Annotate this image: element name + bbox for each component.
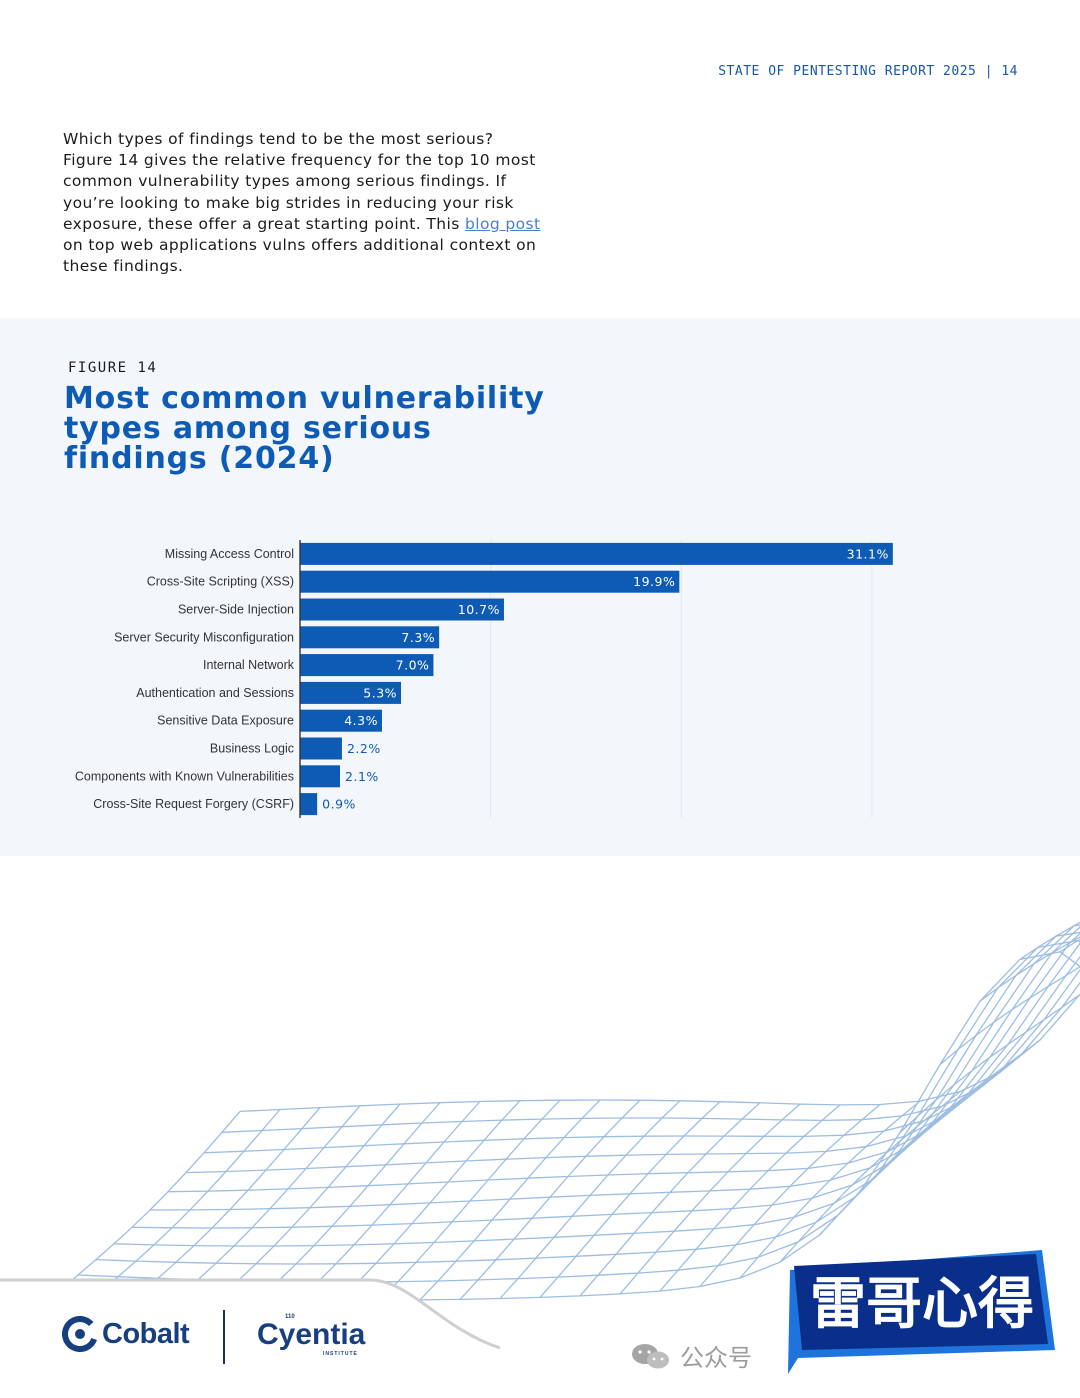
bar — [300, 570, 680, 593]
wechat-icon — [632, 1343, 669, 1368]
watermark-badge: 雷哥心得 — [788, 1250, 1055, 1374]
cobalt-logo: Cobalt — [62, 1316, 190, 1352]
value-label: 7.3% — [401, 630, 435, 645]
wechat-watermark: 公众号 — [630, 1338, 752, 1373]
bar — [300, 654, 434, 677]
category-label: Business Logic — [210, 742, 294, 756]
value-label: 7.0% — [396, 658, 430, 673]
footer-band — [0, 1278, 1080, 1398]
badge-text: 雷哥心得 — [810, 1272, 1034, 1337]
intro-text-before: Which types of findings tend to be the m… — [63, 130, 536, 233]
bar-chart: Missing Access Control 31.1% Cross-Site Sc… — [75, 540, 893, 818]
bar — [300, 737, 342, 760]
intro-text-after: on top web applications vulns offers add… — [63, 236, 537, 276]
cobalt-mark-icon — [62, 1316, 98, 1352]
category-label: Cross-Site Request Forgery (CSRF) — [93, 797, 294, 811]
value-label: 4.3% — [344, 713, 378, 728]
category-label: Internal Network — [203, 658, 295, 672]
bar — [300, 542, 893, 565]
bar — [300, 793, 318, 816]
page-header: STATE OF PENTESTING REPORT 2025 | 14 — [718, 64, 1018, 79]
cyentia-logo: Cyentia INSTITUTE 110 — [257, 1314, 366, 1357]
value-label: 31.1% — [847, 546, 889, 561]
figure-label: FIGURE 14 — [68, 360, 158, 376]
value-label: 0.9% — [322, 797, 356, 812]
value-label: 2.2% — [347, 741, 381, 756]
intro-paragraph: Which types of findings tend to be the m… — [63, 129, 543, 277]
value-label: 2.1% — [345, 769, 379, 784]
category-label: Cross-Site Scripting (XSS) — [147, 575, 294, 589]
bar — [300, 765, 341, 788]
bar — [300, 709, 382, 732]
cyentia-tag: 110 — [285, 1314, 295, 1320]
cyentia-name: Cyentia — [257, 1318, 366, 1351]
category-label: Missing Access Control — [165, 547, 294, 561]
cyentia-sub: INSTITUTE — [323, 1351, 358, 1357]
logo-divider — [223, 1310, 225, 1364]
bar — [300, 598, 504, 621]
figure-title: Most common vulnerability types among se… — [64, 381, 545, 476]
category-label: Sensitive Data Exposure — [157, 714, 294, 728]
blog-post-link[interactable]: blog post — [465, 214, 541, 233]
bar — [300, 681, 402, 704]
mesh-decoration — [59, 921, 1080, 1301]
category-label: Components with Known Vulnerabilities — [75, 769, 294, 783]
value-label: 19.9% — [633, 574, 675, 589]
value-label: 10.7% — [458, 602, 500, 617]
bar — [300, 626, 440, 649]
wechat-text: 公众号 — [680, 1344, 752, 1372]
category-label: Server Security Misconfiguration — [114, 630, 294, 644]
category-label: Server-Side Injection — [178, 603, 294, 617]
category-label: Authentication and Sessions — [136, 686, 294, 700]
value-label: 5.3% — [363, 685, 397, 700]
cobalt-name: Cobalt — [102, 1317, 190, 1350]
